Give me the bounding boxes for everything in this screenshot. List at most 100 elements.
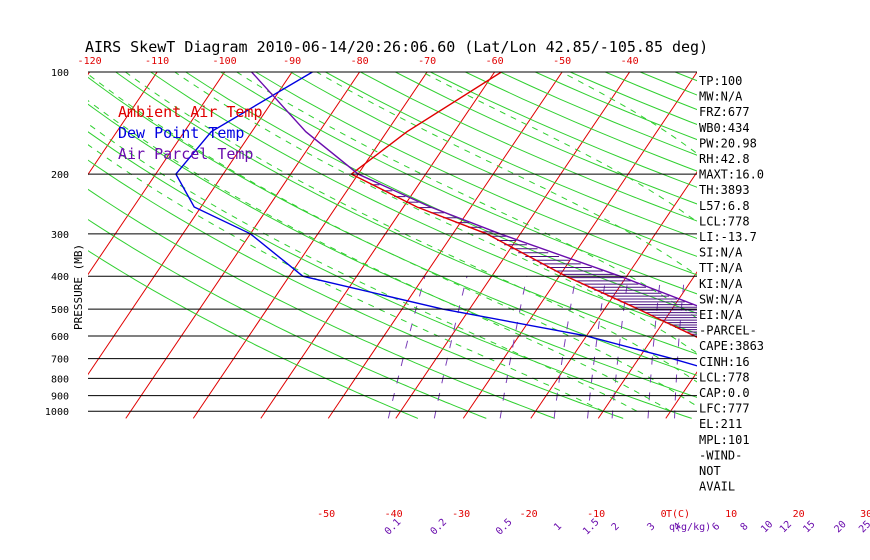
pressure-tick-label: 1000	[45, 407, 69, 418]
index-label: PW:20.98	[699, 136, 757, 150]
isotherm-line	[192, 72, 428, 419]
index-label: EL:211	[699, 417, 742, 431]
temp-unit-label: T(C)	[666, 509, 690, 520]
pressure-tick-label: 300	[51, 230, 69, 241]
index-label: L57:6.8	[699, 199, 750, 213]
mixing-ratio-tick-label: 15	[801, 519, 817, 535]
mixing-ratio-line	[387, 276, 426, 419]
mixing-ratio-tick-label: 20	[832, 519, 848, 535]
index-label: LCL:778	[699, 214, 750, 228]
isotherm-line	[88, 72, 91, 76]
index-label: -WIND-	[699, 448, 742, 462]
isotherm-line	[327, 72, 563, 419]
index-label: LI:-13.7	[699, 230, 757, 244]
isotherm-line	[530, 171, 697, 419]
isotherm-line	[125, 72, 361, 419]
pressure-tick-label: 900	[51, 392, 69, 403]
isotherm-line	[597, 271, 697, 419]
mixing-ratio-tick-label: 12	[778, 519, 794, 535]
mixing-ratio-tick-label: 10	[759, 519, 775, 535]
isotherm-line	[88, 72, 158, 176]
mixing-ratio-line	[553, 276, 577, 419]
mixing-ratio-tick-label: 6	[710, 521, 722, 533]
mixing-ratio-tick-label: 2	[610, 521, 622, 533]
index-label: KI:N/A	[699, 277, 743, 291]
dry-adiabat-line	[815, 72, 870, 418]
index-label: WB0:434	[699, 121, 750, 135]
index-label: AVAIL	[699, 480, 735, 494]
mixing-ratio-tick-label: 0.2	[429, 517, 450, 538]
top-temp-tick-label: -120	[78, 56, 102, 67]
isotherm-line	[801, 64, 870, 418]
index-label: RH:42.8	[699, 152, 750, 166]
series-line	[350, 72, 697, 338]
pressure-axis-label: PRESSURE (MB)	[72, 244, 85, 330]
dry-adiabat-line	[850, 72, 870, 418]
isotherm-line	[0, 64, 27, 418]
isotherm-line	[462, 72, 697, 419]
chart-title: AIRS SkewT Diagram 2010-06-14/20:26:06.6…	[85, 38, 708, 56]
moist-adiabat-line	[88, 123, 638, 412]
pressure-tick-label: 200	[51, 170, 69, 181]
dry-adiabat-line	[325, 72, 697, 240]
dry-adiabat-line	[745, 72, 870, 418]
index-label: LFC:777	[699, 402, 750, 416]
dry-adiabat-line	[500, 72, 697, 156]
chart-legend: Ambient Air Temp Dew Point Temp Air Parcel…	[118, 103, 263, 163]
isotherm-line	[395, 72, 631, 419]
mixing-ratio-line	[831, 276, 838, 418]
dry-adiabat-line	[290, 72, 697, 257]
bottom-temp-tick-label: 30	[860, 509, 870, 520]
dry-adiabat-line	[88, 103, 697, 398]
top-temp-tick-label: -70	[418, 56, 436, 67]
mixing-ratio-line	[611, 276, 629, 419]
mixing-ratio-tick-label: 1	[552, 521, 564, 533]
cape-hatch	[370, 184, 697, 337]
dry-adiabat-line	[115, 72, 697, 355]
mixing-ratio-line	[647, 276, 662, 419]
index-label: SW:N/A	[699, 292, 743, 306]
dry-adiabat-line	[220, 72, 697, 295]
dry-adiabat-line	[360, 72, 697, 222]
mixing-ratio-line	[853, 276, 863, 418]
pressure-tick-label: 100	[51, 68, 69, 79]
mixing-ratio-line	[803, 276, 807, 418]
bottom-temp-tick-label: 0	[661, 509, 667, 520]
pressure-tick-label: 500	[51, 305, 69, 316]
index-label: MW:N/A	[699, 90, 743, 104]
top-temp-tick-label: -50	[553, 56, 571, 67]
index-label: -PARCEL-	[699, 324, 757, 338]
dry-adiabat-line	[395, 72, 697, 205]
legend-entry: Ambient Air Temp	[118, 103, 263, 121]
index-label: MAXT:16.0	[699, 168, 764, 182]
index-label: CAPE:3863	[699, 339, 764, 353]
index-label: CAP:0.0	[699, 386, 750, 400]
index-label: SI:N/A	[699, 246, 743, 260]
top-temp-tick-label: -80	[351, 56, 369, 67]
pressure-tick-label: 800	[51, 374, 69, 385]
index-label: FRZ:677	[699, 105, 750, 119]
bottom-temp-tick-label: -10	[587, 509, 605, 520]
mixing-ratio-tick-label: 0.5	[494, 517, 515, 538]
mixing-ratio-tick-label: 3	[646, 521, 658, 533]
index-label: TP:100	[699, 74, 742, 88]
mixing-ratio-line	[781, 276, 783, 418]
index-label: CINH:16	[699, 355, 750, 369]
bottom-temp-tick-label: 10	[725, 509, 737, 520]
isotherm-line	[88, 72, 226, 276]
mixing-ratio-tick-label: 8	[739, 521, 751, 533]
mixing-ratio-unit-label: q(g/kg)	[669, 522, 711, 533]
dry-adiabat-line	[255, 72, 697, 276]
isobar-lines: 100 200 300 400 500 600 700 800 900 1000	[45, 68, 697, 418]
bottom-temp-tick-label: 20	[793, 509, 805, 520]
moist-adiabat-line	[174, 72, 697, 354]
dry-adiabat-line	[88, 131, 692, 419]
isotherm-line	[88, 72, 293, 376]
dry-adiabat-line	[88, 76, 697, 376]
pressure-tick-label: 400	[51, 272, 69, 283]
mixing-ratio-line	[499, 276, 528, 419]
dry-adiabat-line	[640, 72, 697, 96]
top-temp-tick-label: -40	[621, 56, 639, 67]
moist-adiabat-line	[88, 100, 671, 412]
